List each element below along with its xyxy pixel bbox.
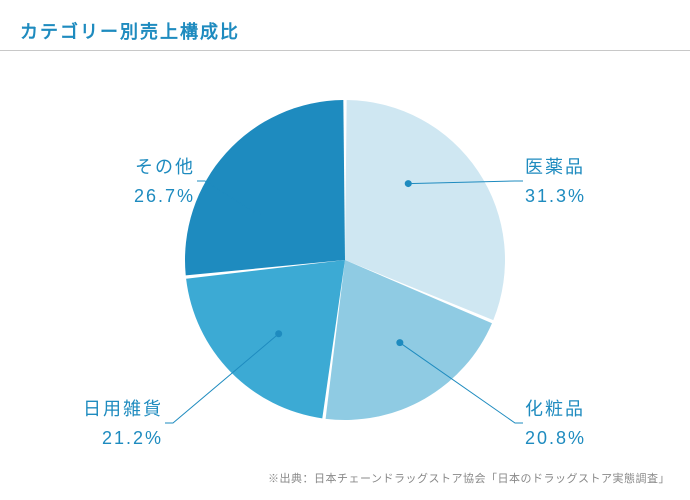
leader-dot-other bbox=[254, 210, 261, 217]
slice-label-cosmetics: 化粧品 20.8% bbox=[525, 397, 625, 449]
slice-category-pharma: 医薬品 bbox=[525, 155, 625, 180]
slice-label-other: その他 26.7% bbox=[95, 155, 195, 207]
slice-percent-other: 26.7% bbox=[95, 186, 195, 207]
slice-category-other: その他 bbox=[95, 155, 195, 180]
leader-dot-daily bbox=[275, 330, 282, 337]
slice-label-daily: 日用雑貨 21.2% bbox=[63, 397, 163, 449]
slice-percent-cosmetics: 20.8% bbox=[525, 428, 625, 449]
pie-slice-daily bbox=[186, 260, 345, 418]
slice-percent-daily: 21.2% bbox=[63, 428, 163, 449]
slice-label-pharma: 医薬品 31.3% bbox=[525, 155, 625, 207]
slice-category-daily: 日用雑貨 bbox=[63, 397, 163, 422]
chart-title: カテゴリー別売上構成比 bbox=[20, 18, 240, 44]
leader-dot-pharma bbox=[405, 180, 412, 187]
slice-category-cosmetics: 化粧品 bbox=[525, 397, 625, 422]
slice-percent-pharma: 31.3% bbox=[525, 186, 625, 207]
pie-slice-other bbox=[185, 100, 345, 275]
leader-dot-cosmetics bbox=[396, 339, 403, 346]
source-footnote: ※出典：日本チェーンドラッグストア協会「日本のドラッグストア実態調査」 bbox=[268, 470, 670, 486]
